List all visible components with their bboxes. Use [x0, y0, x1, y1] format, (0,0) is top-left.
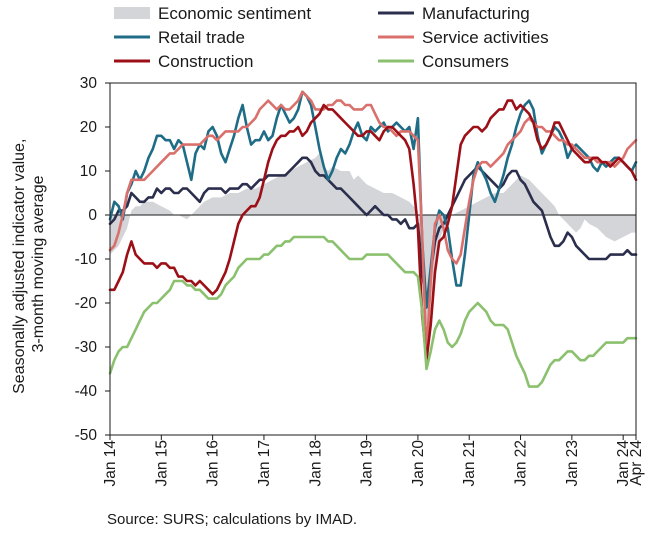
legend-label-service-activities: Service activities — [422, 28, 549, 47]
x-tick-label: Jan 23 — [564, 440, 581, 487]
x-tick-label: Apr 24 — [628, 440, 645, 486]
series-line-manufacturing — [108, 156, 638, 309]
x-axis-ticks: Jan 14 Jan 15 Jan 16 Jan 17 Jan 18 Jan 19 Jan … — [102, 435, 645, 487]
series-lines — [108, 90, 638, 388]
y-axis-title: Seasonally adjusted indicator value, 3-m… — [11, 134, 47, 394]
y-axis-ticks: 30 20 10 0 -10 -20 -30 -40 -50 — [75, 75, 110, 444]
plot-area — [108, 82, 638, 436]
legend-label-construction: Construction — [158, 52, 253, 71]
y-tick-label: -40 — [75, 383, 98, 400]
y-tick-label: 10 — [80, 163, 98, 180]
series-line-consumers — [108, 235, 638, 388]
y-tick-label: -30 — [75, 339, 98, 356]
y-axis-title-line-1: Seasonally adjusted indicator value, — [11, 139, 28, 394]
legend-label-retail-trade: Retail trade — [158, 28, 245, 47]
series-line-construction — [108, 99, 638, 362]
legend-label-economic-sentiment: Economic sentiment — [158, 4, 311, 23]
x-tick-label: Jan 19 — [359, 440, 376, 487]
y-tick-label: 20 — [80, 119, 98, 136]
x-tick-label: Jan 15 — [153, 440, 170, 487]
series-area-economic-sentiment — [110, 153, 636, 325]
plot-frame — [109, 82, 637, 436]
x-tick-label: Jan 22 — [513, 440, 530, 487]
series-line-service-activities — [108, 90, 638, 358]
x-tick-label: Jan 24 — [615, 440, 632, 487]
legend-swatch-economic-sentiment — [114, 7, 150, 19]
axes — [109, 82, 637, 436]
y-axis-title-line-2: 3-month moving average — [30, 175, 47, 352]
y-tick-label: 30 — [80, 75, 98, 92]
chart-legend: Economic sentiment Manufacturing Retail tr… — [114, 4, 549, 71]
y-tick-label: 0 — [88, 207, 97, 224]
legend-label-consumers: Consumers — [422, 52, 509, 71]
legend-label-manufacturing: Manufacturing — [422, 4, 530, 23]
x-tick-label: Jan 21 — [461, 440, 478, 487]
y-tick-label: -10 — [75, 251, 98, 268]
x-tick-label: Jan 18 — [307, 440, 324, 487]
source-note: Source: SURS; calculations by IMAD. — [107, 511, 358, 528]
y-tick-label: -50 — [75, 427, 98, 444]
x-tick-label: Jan 16 — [205, 440, 222, 487]
y-tick-label: -20 — [75, 295, 98, 312]
x-tick-label: Jan 20 — [410, 440, 427, 487]
series-areas — [110, 153, 636, 325]
x-tick-label: Jan 14 — [102, 440, 119, 487]
x-tick-label: Jan 17 — [256, 440, 273, 487]
